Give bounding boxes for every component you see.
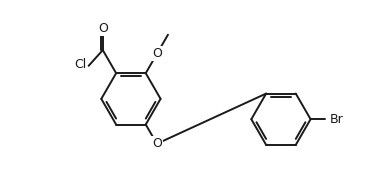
Text: O: O xyxy=(98,22,108,35)
Text: O: O xyxy=(152,48,162,61)
Text: Br: Br xyxy=(330,113,344,126)
Text: O: O xyxy=(152,137,162,150)
Text: Cl: Cl xyxy=(74,58,86,71)
